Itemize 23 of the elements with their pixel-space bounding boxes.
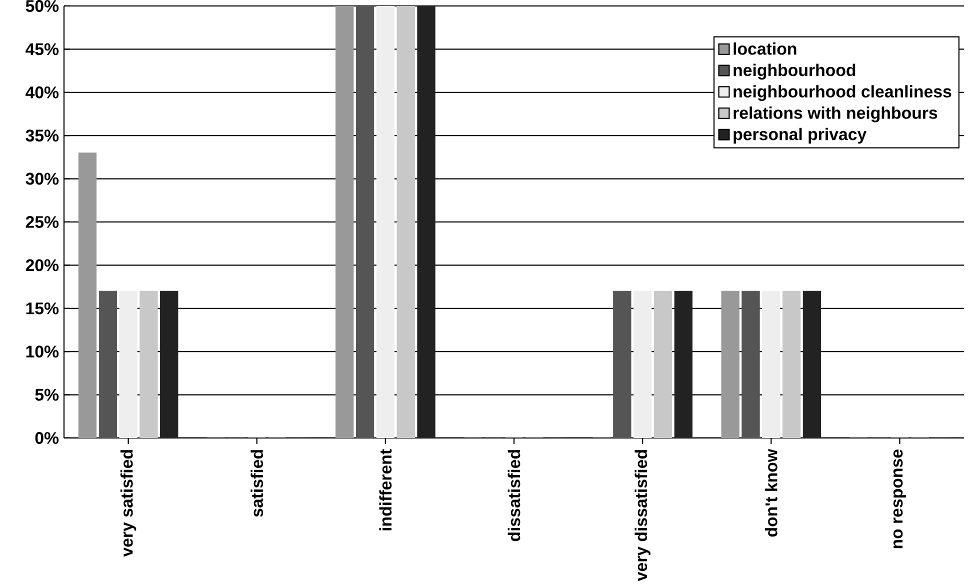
x-tick-label: don't know	[764, 448, 778, 537]
y-tick-label: 35%	[26, 130, 59, 142]
y-tick-label: 25%	[26, 216, 59, 228]
legend-label: relations with neighbours	[734, 106, 938, 122]
y-tick-label: 40%	[26, 86, 59, 98]
y-tick-label: 10%	[26, 346, 59, 358]
y-tick-label: 45%	[26, 43, 59, 56]
y-tick-label: 0%	[35, 432, 59, 444]
y-tick-label: 15%	[26, 302, 59, 314]
y-tick-label: 20%	[26, 259, 59, 272]
y-tick-label: 50%	[26, 0, 59, 12]
x-tick-label: no response	[893, 450, 906, 548]
legend-label: neighbourhood cleanliness	[734, 85, 952, 101]
x-tick-label: dissatisfied	[508, 450, 520, 542]
x-tick-label: very dissatisfied	[634, 450, 650, 582]
legend-label: location	[734, 42, 796, 55]
legend-label: neighbourhood	[734, 64, 856, 80]
legend-label: personal privacy	[734, 128, 867, 144]
y-tick-label: 5%	[35, 388, 59, 401]
x-tick-label: satisfied	[250, 450, 264, 517]
y-tick-label: 30%	[26, 172, 59, 185]
x-tick-label: indifferent	[379, 449, 392, 530]
x-tick-label: very satisfied	[120, 450, 136, 557]
